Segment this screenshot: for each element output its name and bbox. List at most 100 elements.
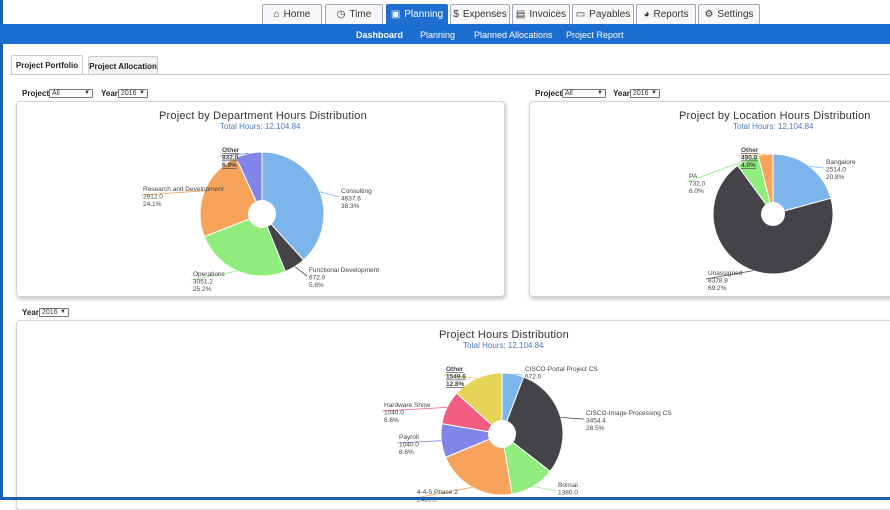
connector-line	[705, 270, 754, 280]
dollar-icon: $	[453, 8, 459, 20]
window-edge-bottom	[0, 497, 890, 500]
nav-tab-payables[interactable]: ▭ Payables	[572, 4, 634, 24]
nav-tab-time[interactable]: ◷ Time	[325, 4, 383, 24]
year-filter-label-3: Year:	[22, 308, 42, 317]
home-icon: ⌂	[273, 8, 280, 20]
year-select-value: 2016	[42, 309, 58, 316]
tab-project-allocation[interactable]: Project Allocation	[88, 56, 158, 75]
project-filter-label: Project:	[22, 89, 52, 98]
document-icon: ▤	[515, 8, 526, 20]
subnav-planning[interactable]: Planning	[420, 30, 456, 40]
subnav-project-report[interactable]: Project Report	[566, 30, 624, 40]
slice-label: Functional Development 672.0 5.6%	[309, 267, 379, 289]
clock-icon: ◷	[336, 8, 346, 20]
slice-label: Payroll 1040.0 8.6%	[399, 434, 419, 456]
nav-tab-planning[interactable]: ▣ Planning	[386, 4, 448, 24]
window-edge-left	[0, 0, 3, 500]
connector-line	[414, 486, 473, 499]
slice-label: Other 832.0 6.9%	[222, 147, 240, 169]
location-chart-panel: Project by Location Hours Distribution T…	[529, 101, 890, 297]
dropdown-arrow-icon: ▼	[651, 90, 657, 96]
dept-pie-chart: Consulting 4637.6 38.3% Functional Developm…	[140, 147, 379, 293]
chart-title: Project Hours Distribution	[439, 329, 569, 341]
donut-hole	[248, 200, 276, 228]
project-select-2[interactable]: All ▼	[562, 89, 606, 98]
chart-subtitle: Total Hours: 12,104.84	[220, 122, 301, 131]
connector-line	[512, 373, 524, 376]
dropdown-arrow-icon: ▼	[60, 309, 66, 315]
slice-label: CISCO-Image Processing CS 3454.4 28.5%	[586, 410, 672, 432]
donut-hole	[488, 420, 516, 448]
nav-tab-label: Reports	[653, 9, 689, 20]
subnav-dashboard[interactable]: Dashboard	[356, 30, 404, 40]
calendar-check-icon: ▣	[390, 8, 401, 20]
connector-line	[809, 165, 825, 169]
connector-line	[381, 406, 448, 412]
dept-chart-panel: Project by Department Hours Distribution…	[16, 101, 505, 297]
nav-tab-expenses[interactable]: $ Expenses	[450, 4, 510, 24]
slice-label: Bonsai 1380.0	[558, 482, 578, 497]
connector-line	[294, 266, 308, 277]
gears-icon: ⚙	[704, 8, 714, 20]
chevron-up-icon: ⌃	[373, 38, 380, 47]
nav-tab-label: Expenses	[462, 9, 507, 20]
project-pie-chart: CISCO-Portal Project CS 672.0 CISCO-Image …	[381, 366, 672, 504]
connector-line	[219, 153, 249, 157]
year-select-2[interactable]: 2016 ▼	[630, 89, 660, 98]
pie-slice-4-4-5-phase-2[interactable]	[444, 433, 513, 496]
project-select-value: All	[565, 90, 573, 97]
tab-divider	[10, 74, 890, 75]
pie-slice-consulting[interactable]	[261, 151, 325, 261]
project-filter-label-2: Project:	[535, 89, 565, 98]
pie-slice-research-and-development[interactable]	[199, 157, 263, 238]
year-filter-label-2: Year:	[613, 89, 633, 98]
connector-line	[738, 154, 766, 157]
subnav-planned-allocations[interactable]: Planned Allocations	[474, 30, 553, 40]
year-select-value: 2016	[121, 90, 137, 97]
project-select-value: All	[52, 90, 60, 97]
slice-label: Bangalore 2514.0 20.8%	[826, 159, 856, 181]
connector-line	[319, 191, 340, 198]
project-select[interactable]: All ▼	[49, 89, 93, 98]
connector-line	[533, 485, 557, 492]
chart-title: Project by Department Hours Distribution	[159, 110, 367, 122]
pie-slice-bangalore[interactable]	[772, 153, 832, 215]
project-chart-panel: Project Hours Distribution Total Hours: …	[16, 320, 890, 510]
year-select-3[interactable]: 2016 ▼	[39, 308, 69, 317]
pie-chart-icon: ◕	[643, 8, 650, 20]
nav-tab-label: Payables	[589, 9, 631, 20]
slice-label: Consulting 4637.6 38.3%	[341, 188, 372, 210]
sub-nav: Dashboard Planning Planned Allocations P…	[0, 24, 890, 44]
nav-tab-label: Planning	[404, 9, 444, 20]
connector-line	[443, 374, 478, 379]
nav-tab-invoices[interactable]: ▤ Invoices	[512, 4, 570, 24]
pie-slice-other[interactable]	[235, 151, 263, 215]
location-pie-chart: Bangalore 2514.0 20.8% Unassigned 8378.8 69.2…	[686, 147, 856, 292]
connector-line	[686, 159, 748, 183]
pie-slice-operations[interactable]	[203, 213, 286, 277]
nav-tab-label: Settings	[717, 9, 754, 20]
nav-tab-label: Invoices	[529, 9, 567, 20]
dropdown-arrow-icon: ▼	[139, 90, 145, 96]
year-select[interactable]: 2016 ▼	[118, 89, 148, 98]
dropdown-arrow-icon: ▼	[84, 90, 90, 96]
nav-tab-label: Home	[283, 9, 311, 20]
connector-line	[396, 440, 442, 444]
year-filter-label: Year:	[101, 89, 121, 98]
slice-label: Other 480.0 4.0%	[741, 147, 759, 169]
dropdown-arrow-icon: ▼	[597, 90, 603, 96]
nav-tab-settings[interactable]: ⚙ Settings	[698, 4, 760, 24]
connector-line	[560, 417, 585, 420]
nav-tab-home[interactable]: ⌂ Home	[262, 4, 322, 24]
nav-tab-label: Time	[349, 9, 372, 20]
main-nav: ⌂ Home ◷ Time ▣ Planning $ Expenses ▤ In…	[0, 0, 890, 24]
connector-line	[190, 270, 238, 281]
connector-line	[140, 190, 205, 196]
chart-subtitle: Total Hours: 12,104.84	[733, 122, 814, 131]
nav-tab-reports[interactable]: ◕ Reports	[636, 4, 696, 24]
tab-project-portfolio[interactable]: Project Portfolio	[11, 55, 83, 75]
slice-label: Other 1549.6 12.8%	[446, 366, 466, 388]
chart-subtitle: Total Hours: 12,104.84	[463, 341, 544, 350]
money-icon: ▭	[575, 8, 586, 20]
slice-label: PA 732.0 6.0%	[689, 173, 706, 195]
